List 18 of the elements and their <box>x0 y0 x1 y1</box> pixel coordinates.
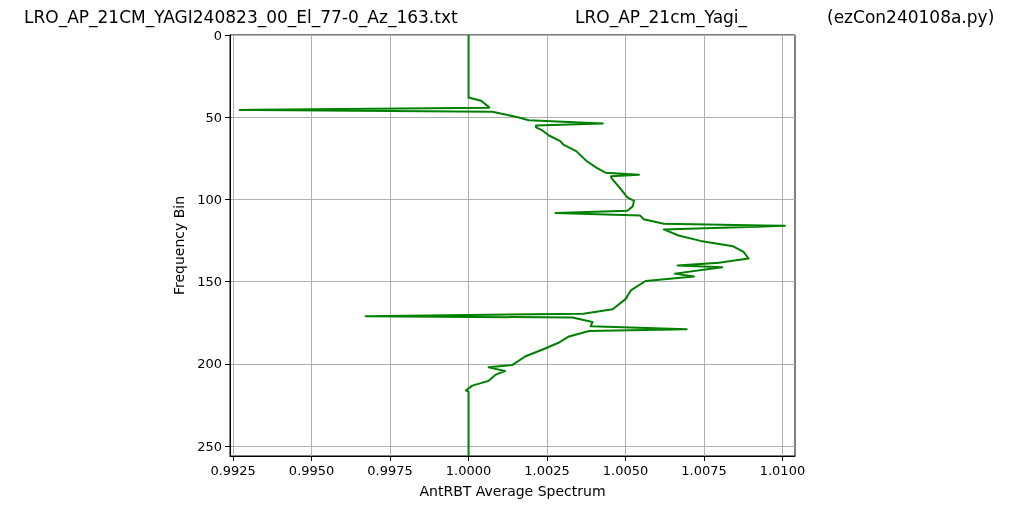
y-tick-label: 250 <box>197 438 222 454</box>
x-tick-label: 0.9925 <box>210 463 256 478</box>
x-tick-label: 0.9975 <box>367 463 413 478</box>
chart-title: LRO_AP_21CM_YAGI240823_00_El_77-0_Az_163.txt LRO_AP_21cm_Yagi_ (ezCon240108a.py) <box>24 6 995 27</box>
y-tick-label: 150 <box>197 274 222 290</box>
x-tick-label: 1.0050 <box>602 463 649 478</box>
x-tick-label: 1.0075 <box>681 463 727 478</box>
y-tick-label: 50 <box>205 109 222 125</box>
y-tick-label: 200 <box>197 356 222 372</box>
x-tick-label: 0.9950 <box>288 463 335 478</box>
y-tick-label: 0 <box>213 27 222 43</box>
x-tick-label: 1.0000 <box>445 463 492 478</box>
y-tick-label: 100 <box>197 191 222 207</box>
x-tick-label: 1.0025 <box>524 463 570 478</box>
line-series <box>238 34 786 457</box>
x-axis-title: AntRBT Average Spectrum <box>419 483 606 499</box>
x-tick-label: 1.0100 <box>759 463 806 478</box>
y-axis-title: Frequency Bin <box>171 195 188 296</box>
